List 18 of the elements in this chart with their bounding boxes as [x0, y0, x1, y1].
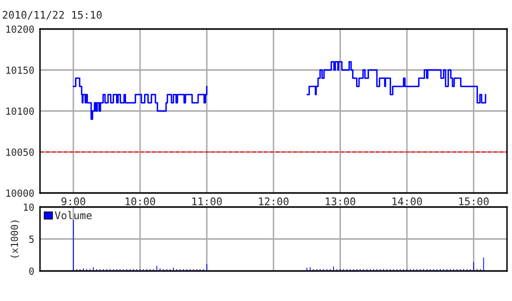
legend-label: Volume	[54, 211, 92, 220]
x-tick-label: 13:00	[326, 197, 356, 206]
y-tick-label: 10	[24, 204, 34, 211]
y-tick-label: 10200	[6, 26, 34, 33]
chart-subtitle: 2010/11/22 15:10	[2, 10, 102, 20]
x-tick-label: 11:00	[192, 197, 222, 206]
y-tick-label: 10050	[6, 148, 34, 156]
y-tick-label: 0	[29, 268, 34, 275]
y-tick-label: 10150	[6, 66, 34, 74]
y-tick-label: 5	[29, 236, 34, 243]
y-tick-label: 10100	[6, 108, 34, 115]
x-tick-label: 12:00	[259, 197, 289, 206]
x-tick-label: 9:00	[61, 197, 86, 206]
y-tick-label: 10000	[6, 190, 34, 197]
x-tick-label: 14:00	[392, 197, 422, 206]
x-tick-label: 10:00	[126, 197, 156, 206]
x-tick-label: 15:00	[459, 197, 489, 206]
y-axis-title: (x1000)	[10, 220, 20, 258]
